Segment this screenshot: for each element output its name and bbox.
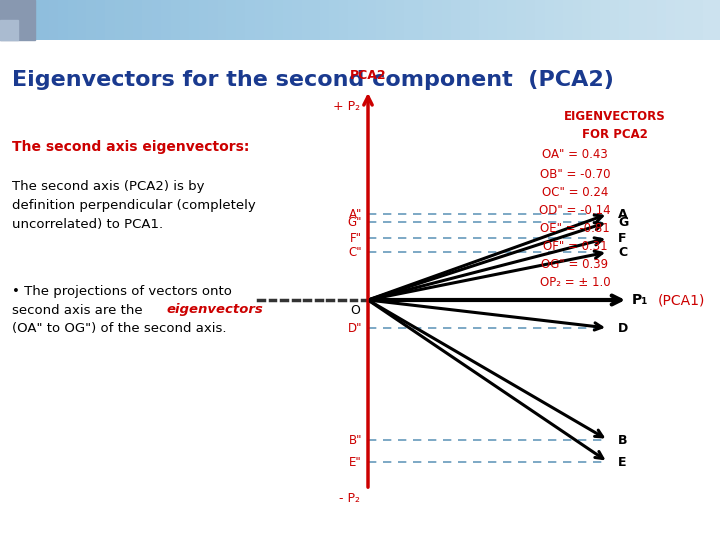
Text: OD" = -0.14: OD" = -0.14 [539, 204, 611, 217]
Text: C: C [618, 246, 627, 259]
Text: A: A [618, 207, 628, 220]
Text: OP₂ = ± 1.0: OP₂ = ± 1.0 [540, 276, 611, 289]
Text: (OA" to OG") of the second axis.: (OA" to OG") of the second axis. [12, 322, 227, 335]
Bar [0, 0, 35, 40]
Text: O: O [350, 304, 360, 317]
Text: (PCA1): (PCA1) [658, 293, 706, 307]
Text: OB" = -0.70: OB" = -0.70 [540, 168, 611, 181]
Text: B: B [618, 434, 628, 447]
Text: - P₂: - P₂ [339, 492, 360, 505]
Text: Eigenvectors for the second component  (PCA2): Eigenvectors for the second component (P… [12, 70, 614, 90]
Text: G": G" [348, 215, 362, 228]
Text: OA" = 0.43: OA" = 0.43 [542, 148, 608, 161]
Text: P₁: P₁ [632, 293, 649, 307]
Text: OF" = 0.31: OF" = 0.31 [543, 240, 607, 253]
Text: A": A" [348, 207, 362, 220]
Text: EIGENVECTORS: EIGENVECTORS [564, 110, 666, 123]
Text: OG" = 0.39: OG" = 0.39 [541, 258, 608, 271]
Text: B": B" [348, 434, 362, 447]
Text: The second axis eigenvectors:: The second axis eigenvectors: [12, 140, 249, 154]
Text: • The projections of vectors onto
second axis are the: • The projections of vectors onto second… [12, 285, 232, 317]
Text: F: F [618, 232, 626, 245]
Text: PCA2: PCA2 [350, 69, 387, 82]
Text: G: G [618, 215, 629, 228]
Text: FOR PCA2: FOR PCA2 [582, 128, 648, 141]
Text: C": C" [348, 246, 362, 259]
Text: E: E [618, 456, 626, 469]
Text: F": F" [350, 232, 362, 245]
Text: OE" = -0.81: OE" = -0.81 [540, 222, 610, 235]
Text: OC" = 0.24: OC" = 0.24 [542, 186, 608, 199]
Text: The second axis (PCA2) is by
definition perpendicular (completely
uncorrelated) : The second axis (PCA2) is by definition … [12, 180, 256, 231]
Text: + P₂: + P₂ [333, 100, 360, 113]
Text: D": D" [348, 321, 362, 334]
Bar [0, 20, 18, 40]
Text: eigenvectors: eigenvectors [167, 303, 264, 316]
Text: D: D [618, 321, 629, 334]
Text: E": E" [349, 456, 362, 469]
